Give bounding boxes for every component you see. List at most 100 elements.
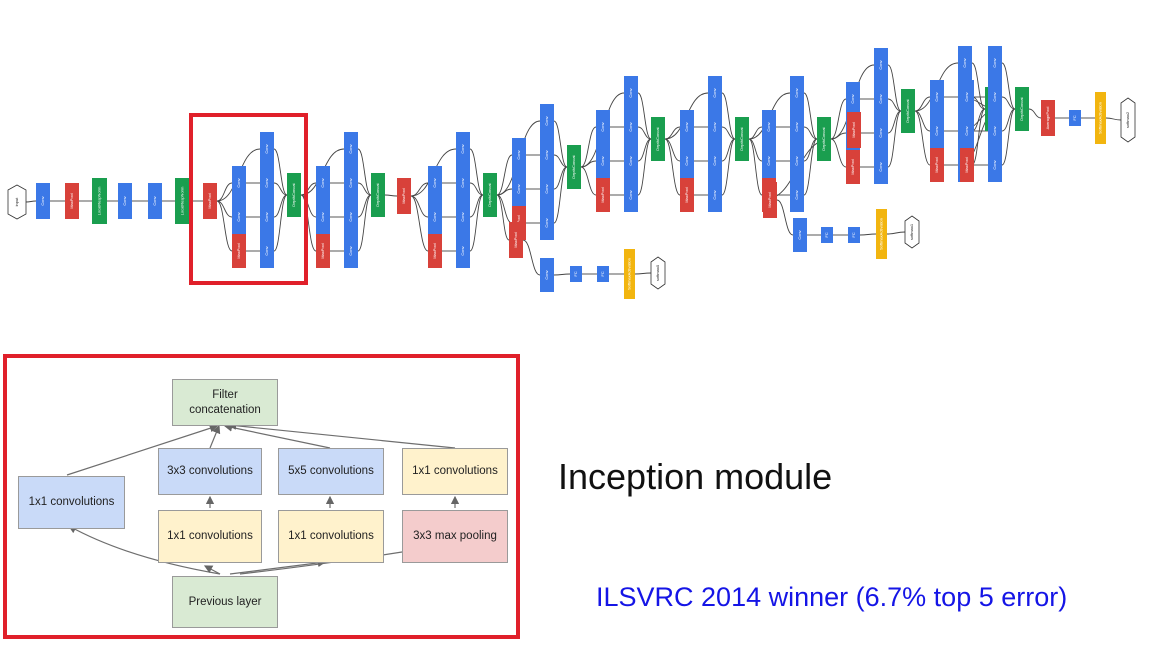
network-node-label: DepthConcat (821, 126, 826, 150)
network-node-label: Conv (797, 230, 802, 239)
network-edge (25, 200, 37, 203)
network-edge (634, 272, 652, 275)
network-conv-node: Conv (540, 206, 554, 240)
network-node-label: Conv (122, 196, 127, 205)
network-node-label: Conv (766, 122, 771, 131)
network-edge (887, 64, 902, 112)
network-edge (887, 98, 902, 112)
network-edge (803, 126, 818, 140)
network-conv-node: Conv (428, 200, 442, 234)
network-node-label: Conv (712, 190, 717, 199)
network-fc-node: FC (821, 227, 833, 243)
network-conv-node: Conv (512, 138, 526, 172)
network-conv-node: Conv (988, 80, 1002, 114)
network-edge (496, 154, 513, 196)
network-conv-node: Conv (260, 132, 274, 166)
network-node-label: Conv (432, 212, 437, 221)
network-conv-node: Conv (316, 200, 330, 234)
network-node-label: Conv (264, 246, 269, 255)
network-conv-node: Conv (680, 110, 694, 144)
network-node-label: Conv (794, 190, 799, 199)
network-conv-node: Conv (762, 144, 776, 178)
network-node-label: Conv (794, 88, 799, 97)
network-node-label: Conv (964, 126, 969, 135)
network-conv-node: Conv (624, 144, 638, 178)
network-node-label: Conv (460, 212, 465, 221)
network-edge (830, 98, 847, 140)
network-edge (803, 92, 818, 140)
network-conv-node: Conv (540, 138, 554, 172)
network-node-label: LocalRespNorm (180, 186, 185, 215)
network-edge (1028, 108, 1042, 119)
network-node-label: Conv (544, 184, 549, 193)
network-node-label: Conv (264, 144, 269, 153)
network-nodes: input Conv MaxPool LocalRespNorm Conv Conv Loc… (7, 46, 1136, 299)
network-node-label: Conv (992, 160, 997, 169)
network-conv-node: Conv (762, 110, 776, 144)
network-conv-node: Conv (988, 46, 1002, 80)
network-node-label: FC (1072, 115, 1077, 120)
network-edge (522, 239, 541, 276)
network-edge (664, 138, 681, 196)
network-node-label: Conv (934, 126, 939, 135)
network-concat-node: DepthConcat (817, 117, 831, 161)
network-node-label: Conv (264, 212, 269, 221)
page-title: Inception module (558, 456, 833, 497)
network-conv-node: Conv (790, 110, 804, 144)
network-node-label: Conv (712, 88, 717, 97)
network-edge (357, 148, 372, 196)
network-node-label: Conv (264, 178, 269, 187)
network-concat-node: DepthConcat (287, 173, 301, 217)
network-conv-node: Conv (344, 166, 358, 200)
network-node-label: DepthConcat (571, 154, 576, 178)
network-edge (273, 182, 288, 196)
network-pool-node: MaxPool (428, 234, 442, 268)
network-conv-node: Conv (456, 200, 470, 234)
network-node-label: FC (851, 232, 856, 237)
network-conv-node: Conv (988, 114, 1002, 148)
branch4-1x1-conv-box: 1x1 convolutions (402, 448, 508, 495)
network-conv-node: Conv (708, 144, 722, 178)
network-edge (469, 148, 484, 196)
inception-module-detail: Filter concatenation 1x1 convolutions 3x… (3, 354, 520, 639)
network-node-label: MaxPool (850, 159, 855, 175)
network-node-label: Conv (712, 122, 717, 131)
network-concat-node: DepthConcat (735, 117, 749, 161)
network-fc-node: FC (570, 266, 582, 282)
network-edge (637, 92, 652, 140)
network-pool-node: MaxPool (960, 148, 974, 182)
network-conv-node: Conv (596, 144, 610, 178)
network-edge (553, 154, 568, 168)
network-edge (721, 138, 736, 196)
network-node-label: Conv (628, 88, 633, 97)
network-edge (553, 166, 568, 224)
network-node-label: FC (824, 232, 829, 237)
network-conv-node: Conv (260, 234, 274, 268)
network-node-label: Conv (600, 156, 605, 165)
network-node-label: Conv (600, 122, 605, 131)
network-node-label: Conv (962, 58, 967, 67)
network-node-label: MaxPool (513, 232, 518, 248)
network-fc-node: FC (597, 266, 609, 282)
branch3-1x1-reduce-box: 1x1 convolutions (278, 510, 384, 563)
network-conv-node: Conv (624, 178, 638, 212)
network-node-label: Conv (544, 150, 549, 159)
network-pool-node: MaxPool (65, 183, 79, 219)
network-conv-node: Conv (260, 166, 274, 200)
network-node-label: Conv (628, 156, 633, 165)
network-node-label: Conv (152, 196, 157, 205)
network-edge (803, 138, 818, 196)
network-edge (859, 233, 877, 236)
network-node-label: DepthConcat (375, 182, 380, 206)
network-edge (776, 199, 794, 236)
network-conv-node: Conv (456, 132, 470, 166)
network-node-label: MaxPool (934, 157, 939, 173)
network-node-label: Conv (460, 246, 465, 255)
network-node-label: Conv (684, 156, 689, 165)
network-sm-node: SoftmaxActivation (624, 249, 635, 299)
network-edge (1001, 62, 1016, 110)
network-node-label: Conv (712, 156, 717, 165)
branch3-5x5-conv-box: 5x5 convolutions (278, 448, 384, 495)
network-edge (273, 194, 288, 252)
network-node-label: Conv (40, 196, 45, 205)
